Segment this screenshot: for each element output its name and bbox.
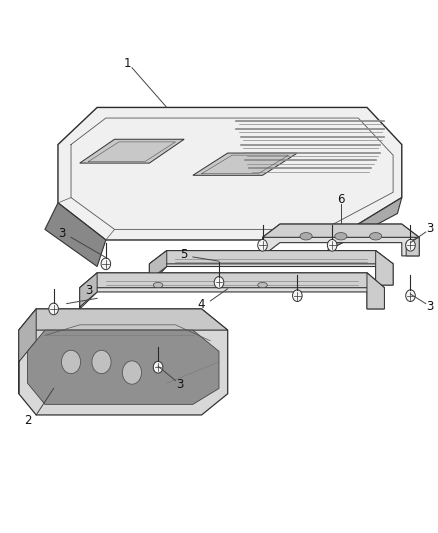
Polygon shape <box>19 309 228 415</box>
Ellipse shape <box>300 232 312 240</box>
Polygon shape <box>193 153 297 175</box>
Circle shape <box>101 258 111 270</box>
Circle shape <box>327 239 337 251</box>
Circle shape <box>258 239 267 251</box>
Ellipse shape <box>258 282 267 288</box>
Polygon shape <box>406 237 419 256</box>
Polygon shape <box>80 273 97 309</box>
Polygon shape <box>80 273 385 309</box>
Text: 6: 6 <box>337 193 345 206</box>
Ellipse shape <box>370 232 382 240</box>
Polygon shape <box>149 251 167 285</box>
Text: 3: 3 <box>427 222 434 235</box>
Ellipse shape <box>335 232 347 240</box>
Polygon shape <box>149 251 393 264</box>
Polygon shape <box>19 309 228 330</box>
Circle shape <box>49 303 58 315</box>
Polygon shape <box>262 224 419 237</box>
Text: 3: 3 <box>59 227 66 240</box>
Polygon shape <box>45 203 106 266</box>
Circle shape <box>293 290 302 302</box>
Circle shape <box>214 277 224 288</box>
Polygon shape <box>19 309 36 394</box>
Polygon shape <box>28 330 219 405</box>
Circle shape <box>153 361 163 373</box>
Polygon shape <box>367 273 385 309</box>
Text: 2: 2 <box>24 414 31 427</box>
Circle shape <box>122 361 141 384</box>
Text: 5: 5 <box>180 248 188 261</box>
Polygon shape <box>262 224 419 256</box>
Circle shape <box>61 350 81 374</box>
Ellipse shape <box>153 282 163 288</box>
Text: 3: 3 <box>176 378 184 391</box>
Polygon shape <box>376 251 393 285</box>
Text: 1: 1 <box>124 58 131 70</box>
Text: 4: 4 <box>198 298 205 311</box>
Polygon shape <box>328 198 402 251</box>
Polygon shape <box>58 108 402 240</box>
Polygon shape <box>149 251 393 285</box>
Circle shape <box>92 350 111 374</box>
Polygon shape <box>80 139 184 163</box>
Polygon shape <box>80 273 385 288</box>
Circle shape <box>406 290 415 302</box>
Text: 3: 3 <box>427 300 434 313</box>
Circle shape <box>406 239 415 251</box>
Text: 3: 3 <box>85 284 92 297</box>
